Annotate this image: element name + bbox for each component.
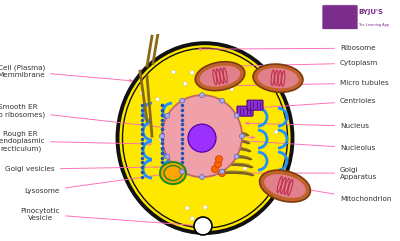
FancyBboxPatch shape <box>316 2 400 33</box>
Circle shape <box>192 148 196 152</box>
Text: Mitochondrion: Mitochondrion <box>289 186 391 202</box>
Ellipse shape <box>200 66 240 87</box>
Text: Golgi vesicles: Golgi vesicles <box>5 165 214 172</box>
Circle shape <box>184 140 188 144</box>
Circle shape <box>214 172 218 176</box>
Circle shape <box>163 128 167 132</box>
Circle shape <box>185 206 189 210</box>
Ellipse shape <box>160 162 186 184</box>
FancyBboxPatch shape <box>322 5 358 29</box>
Text: Rough ER
(endoplasmic
recticulum): Rough ER (endoplasmic recticulum) <box>0 131 151 152</box>
Circle shape <box>243 166 247 170</box>
Circle shape <box>194 100 198 104</box>
Circle shape <box>218 63 222 67</box>
Ellipse shape <box>118 43 292 233</box>
Circle shape <box>214 161 222 167</box>
Text: Centrioles: Centrioles <box>256 98 376 109</box>
Circle shape <box>234 154 239 159</box>
Ellipse shape <box>253 64 303 92</box>
Ellipse shape <box>195 62 245 91</box>
Text: Golgi
Apparatus: Golgi Apparatus <box>244 167 377 180</box>
Circle shape <box>180 98 184 103</box>
Circle shape <box>230 87 234 91</box>
Text: Ribosome: Ribosome <box>199 45 376 51</box>
Circle shape <box>234 113 239 118</box>
Circle shape <box>165 113 170 118</box>
Circle shape <box>165 154 170 159</box>
Circle shape <box>194 217 212 235</box>
FancyBboxPatch shape <box>247 100 263 110</box>
Circle shape <box>226 157 230 161</box>
Circle shape <box>159 138 163 142</box>
Ellipse shape <box>260 170 310 202</box>
Circle shape <box>207 104 211 108</box>
Circle shape <box>160 144 164 148</box>
Text: The Learning App: The Learning App <box>358 23 389 27</box>
Circle shape <box>203 205 207 209</box>
Text: Cell (Plasma)
Memmlbrane: Cell (Plasma) Memmlbrane <box>0 64 132 82</box>
FancyBboxPatch shape <box>237 106 253 116</box>
Text: Nucleus: Nucleus <box>246 122 369 129</box>
Circle shape <box>240 134 244 139</box>
Circle shape <box>274 130 278 134</box>
Circle shape <box>206 96 210 100</box>
Text: BYJU'S: BYJU'S <box>358 9 383 15</box>
Text: Lysosome: Lysosome <box>25 173 169 194</box>
Text: Pinocytotic
Vesicle: Pinocytotic Vesicle <box>20 208 199 227</box>
Circle shape <box>190 71 194 74</box>
Circle shape <box>188 124 216 152</box>
Ellipse shape <box>264 174 306 198</box>
Circle shape <box>196 160 200 164</box>
Circle shape <box>142 102 146 106</box>
Circle shape <box>223 132 227 136</box>
Circle shape <box>200 93 204 98</box>
Circle shape <box>156 97 160 101</box>
Circle shape <box>190 217 194 221</box>
Circle shape <box>160 134 164 139</box>
Circle shape <box>180 169 184 174</box>
Circle shape <box>168 136 172 140</box>
Text: Cytoplasm: Cytoplasm <box>234 60 378 67</box>
Circle shape <box>218 170 226 177</box>
Circle shape <box>220 98 224 103</box>
Text: Micro tubules: Micro tubules <box>211 80 389 87</box>
Circle shape <box>140 91 144 95</box>
Text: Smooth ER
(no ribosomes): Smooth ER (no ribosomes) <box>0 104 254 139</box>
Circle shape <box>216 156 222 163</box>
Text: Animal Cell: Animal Cell <box>7 8 112 26</box>
Circle shape <box>172 70 176 74</box>
Ellipse shape <box>258 68 298 88</box>
Ellipse shape <box>162 95 242 177</box>
Circle shape <box>183 82 187 86</box>
Text: Nucleolus: Nucleolus <box>206 137 375 151</box>
Circle shape <box>212 166 218 173</box>
Circle shape <box>197 101 201 105</box>
Circle shape <box>200 174 204 180</box>
Circle shape <box>228 141 232 145</box>
Circle shape <box>220 169 224 174</box>
